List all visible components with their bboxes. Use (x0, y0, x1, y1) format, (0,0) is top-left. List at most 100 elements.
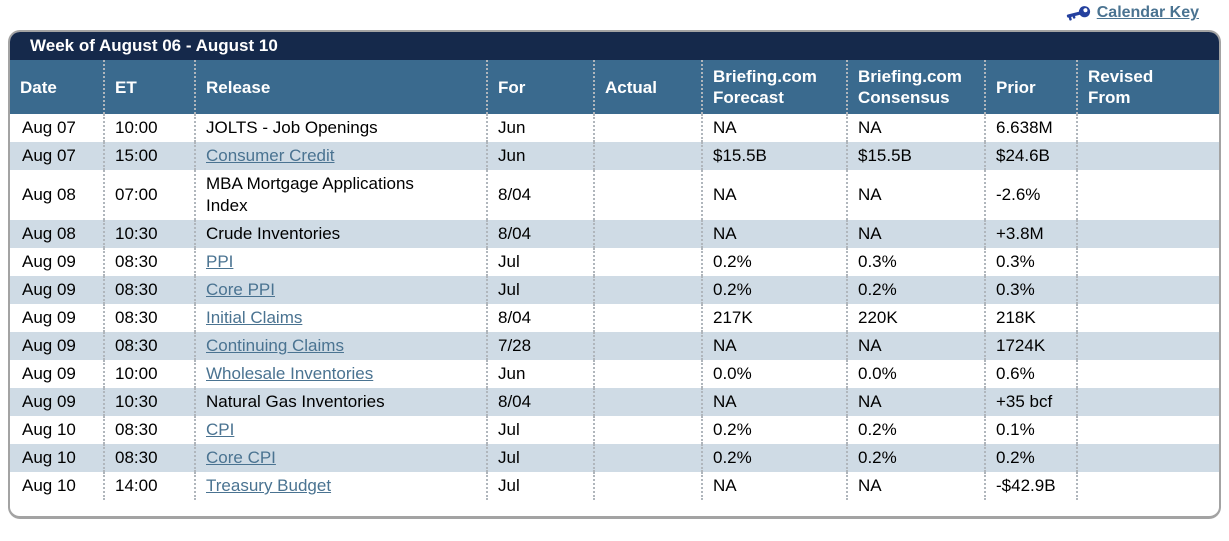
cell-actual (593, 444, 702, 472)
cell-forecast: $15.5B (701, 142, 847, 170)
cell-for: 8/04 (486, 304, 594, 332)
cell-actual (593, 220, 702, 248)
cell-prior: -2.6% (984, 170, 1077, 220)
cell-revised (1076, 142, 1219, 170)
cell-release: Natural Gas Inventories (194, 388, 487, 416)
cell-release: Consumer Credit (194, 142, 487, 170)
release-link[interactable]: Continuing Claims (206, 336, 344, 355)
cell-for: Jul (486, 416, 594, 444)
cell-et: 14:00 (103, 472, 195, 500)
cell-consensus: NA (846, 170, 985, 220)
release-text: Natural Gas Inventories (206, 392, 385, 411)
cell-release: Initial Claims (194, 304, 487, 332)
cell-for: Jun (486, 360, 594, 388)
cell-actual (593, 248, 702, 276)
col-header-et: ET (103, 60, 195, 114)
release-link[interactable]: Core PPI (206, 280, 275, 299)
cell-consensus: NA (846, 220, 985, 248)
cell-et: 10:00 (103, 114, 195, 142)
cell-date: Aug 08 (10, 220, 104, 248)
cell-et: 08:30 (103, 416, 195, 444)
cell-revised (1076, 332, 1219, 360)
cell-prior: 0.6% (984, 360, 1077, 388)
cell-date: Aug 07 (22, 118, 76, 137)
cell-revised (1076, 304, 1219, 332)
table-row: Aug 08 07:00 MBA Mortgage Applications I… (10, 170, 1219, 220)
cell-release: Continuing Claims (194, 332, 487, 360)
cell-consensus: 0.2% (846, 444, 985, 472)
cell-et: 08:30 (103, 276, 195, 304)
cell-date: Aug 10 (22, 420, 76, 439)
cell-et: 10:30 (103, 220, 195, 248)
col-header-prior: Prior (984, 60, 1077, 114)
cell-release: Treasury Budget (194, 472, 487, 500)
release-link[interactable]: Treasury Budget (206, 476, 332, 495)
release-link[interactable]: Core CPI (206, 448, 276, 467)
cell-et: 08:30 (103, 444, 195, 472)
cell-forecast: NA (701, 114, 847, 142)
calendar-key-bar: Calendar Key (0, 0, 1229, 26)
cell-date: Aug 10 (10, 444, 104, 472)
col-header-for: For (486, 60, 594, 114)
cell-consensus: 0.3% (846, 248, 985, 276)
cell-actual (593, 114, 702, 142)
release-text: JOLTS - Job Openings (206, 118, 378, 137)
table-row: Aug 08 10:30 Crude Inventories 8/04 NA N… (10, 220, 1219, 248)
cell-prior: 0.1% (984, 416, 1077, 444)
cell-date: Aug 09 (22, 364, 76, 383)
cell-release: Crude Inventories (194, 220, 487, 248)
cell-actual (593, 388, 702, 416)
release-text: Crude Inventories (206, 224, 341, 243)
cell-actual (593, 304, 702, 332)
table-body: Aug 07 10:00 JOLTS - Job Openings Jun NA… (10, 114, 1219, 500)
release-link[interactable]: Wholesale Inventories (206, 364, 374, 383)
cell-forecast: NA (701, 170, 847, 220)
cell-et: 08:30 (103, 248, 195, 276)
cell-for: 8/04 (486, 220, 594, 248)
col-header-briefing-consensus: Briefing.com Consensus (846, 60, 985, 114)
cell-actual (593, 170, 702, 220)
release-link[interactable]: PPI (206, 252, 234, 271)
release-link[interactable]: Consumer Credit (206, 146, 335, 165)
cell-prior: 218K (984, 304, 1077, 332)
cell-prior: $24.6B (984, 142, 1077, 170)
cell-for: 8/04 (486, 170, 594, 220)
cell-consensus: NA (846, 114, 985, 142)
calendar-key-label: Calendar Key (1096, 4, 1199, 21)
calendar-key-link[interactable]: Calendar Key (1066, 4, 1199, 22)
table-row: Aug 09 08:30 Continuing Claims 7/28 NA N… (10, 332, 1219, 360)
cell-actual (593, 276, 702, 304)
cell-forecast: 0.2% (701, 416, 847, 444)
cell-actual (593, 360, 702, 388)
table-row: Aug 09 08:30 Core PPI Jul 0.2% 0.2% 0.3% (10, 276, 1219, 304)
release-link[interactable]: CPI (206, 420, 235, 439)
cell-forecast: 0.2% (701, 276, 847, 304)
cell-revised (1076, 472, 1219, 500)
cell-date: Aug 10 (22, 476, 76, 495)
cell-for: 7/28 (486, 332, 594, 360)
release-link[interactable]: Initial Claims (206, 308, 303, 327)
table-row: Aug 09 08:30 PPI Jul 0.2% 0.3% 0.3% (10, 248, 1219, 276)
cell-forecast: NA (701, 388, 847, 416)
cell-consensus: $15.5B (846, 142, 985, 170)
key-icon (1066, 5, 1091, 21)
cell-date: Aug 09 (10, 276, 104, 304)
cell-date: Aug 09 (10, 332, 104, 360)
cell-date: Aug 09 (10, 388, 104, 416)
cell-consensus: NA (846, 332, 985, 360)
cell-prior: 0.3% (984, 248, 1077, 276)
cell-prior: 0.2% (984, 444, 1077, 472)
cell-date: Aug 07 (10, 142, 104, 170)
table-row: Aug 10 08:30 CPI Jul 0.2% 0.2% 0.1% (10, 416, 1219, 444)
table-row: Aug 07 10:00 JOLTS - Job Openings Jun NA… (10, 114, 1219, 142)
cell-actual (593, 142, 702, 170)
cell-actual (593, 472, 702, 500)
cell-forecast: NA (701, 472, 847, 500)
week-title: Week of August 06 - August 10 (10, 32, 1219, 60)
cell-for: Jun (486, 142, 594, 170)
cell-release: Wholesale Inventories (194, 360, 487, 388)
table-row: Aug 09 08:30 Initial Claims 8/04 217K 22… (10, 304, 1219, 332)
col-header-actual: Actual (593, 60, 702, 114)
cell-release: Core PPI (194, 276, 487, 304)
cell-consensus: 220K (846, 304, 985, 332)
